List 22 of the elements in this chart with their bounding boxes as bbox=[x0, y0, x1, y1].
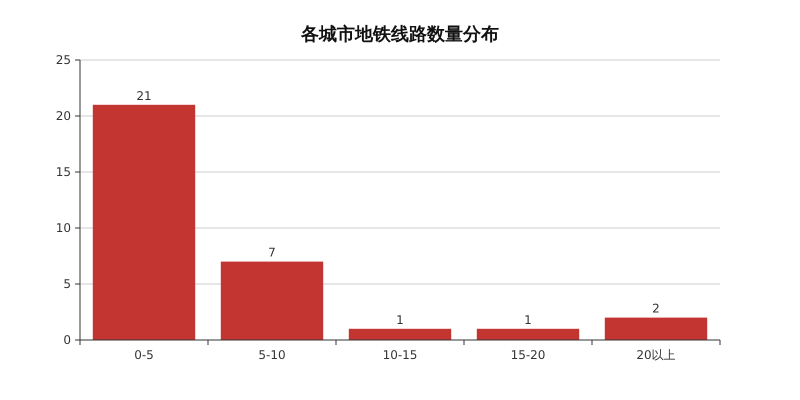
bar bbox=[348, 328, 452, 340]
data-label: 2 bbox=[652, 302, 660, 316]
y-tick-label: 10 bbox=[56, 221, 71, 235]
data-label: 21 bbox=[136, 88, 152, 103]
x-tick-label: 5-10 bbox=[258, 348, 286, 362]
bar bbox=[220, 262, 324, 340]
y-tick-label: 25 bbox=[56, 53, 71, 67]
data-label: 1 bbox=[524, 312, 532, 327]
bar bbox=[92, 104, 196, 340]
y-tick-label: 20 bbox=[56, 109, 71, 123]
bar bbox=[476, 328, 580, 340]
data-label: 1 bbox=[396, 312, 404, 327]
x-tick-label: 0-5 bbox=[134, 348, 154, 362]
y-tick-label: 0 bbox=[63, 333, 71, 347]
bar bbox=[604, 318, 708, 340]
x-tick-label: 10-15 bbox=[382, 348, 418, 362]
x-tick-label: 20以上 bbox=[636, 348, 676, 362]
data-label: 7 bbox=[268, 246, 276, 260]
y-tick-label: 15 bbox=[56, 165, 71, 179]
y-tick-label: 5 bbox=[63, 277, 71, 291]
chart-title: 各城市地铁线路数量分布 bbox=[300, 24, 499, 45]
x-tick-label: 15-20 bbox=[510, 348, 546, 362]
